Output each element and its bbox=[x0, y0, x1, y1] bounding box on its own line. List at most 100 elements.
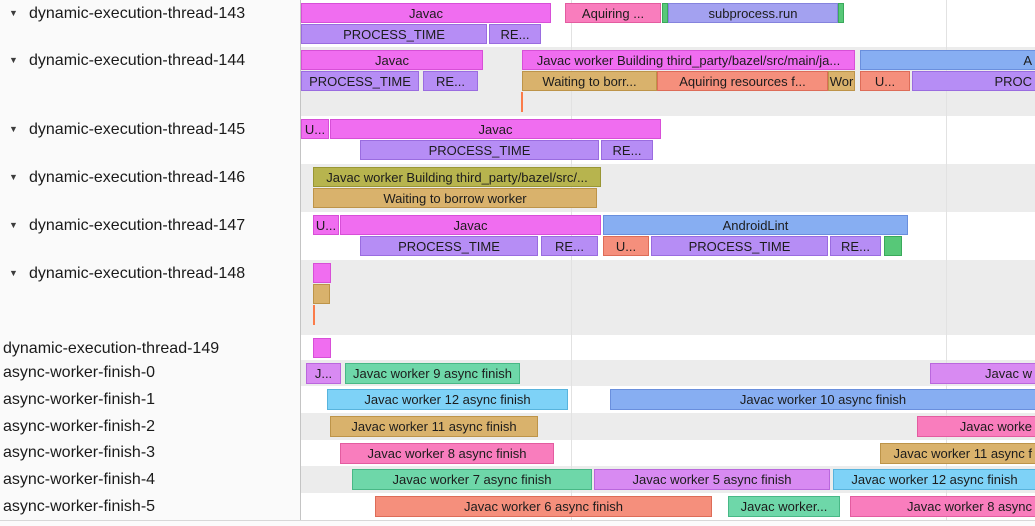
trace-span[interactable]: Javac worker Building third_party/bazel/… bbox=[313, 167, 601, 187]
trace-span[interactable]: U... bbox=[301, 119, 329, 139]
trace-span-label: Javac worker 10 async finish bbox=[739, 392, 907, 407]
trace-span-label: Javac bbox=[478, 121, 513, 137]
trace-span[interactable]: Javac bbox=[330, 119, 661, 139]
horizontal-scrollbar[interactable] bbox=[0, 520, 1035, 526]
sidebar-track-row[interactable]: async-worker-finish-3 bbox=[0, 440, 300, 466]
trace-span-label: RE... bbox=[555, 238, 584, 254]
trace-span[interactable]: RE... bbox=[489, 24, 541, 44]
trace-span[interactable]: U... bbox=[860, 71, 910, 91]
sidebar-track-row[interactable]: ▼ dynamic-execution-thread-145 bbox=[0, 116, 300, 164]
trace-span[interactable]: RE... bbox=[541, 236, 598, 256]
trace-span[interactable] bbox=[838, 3, 844, 23]
track-name-label: async-worker-finish-3 bbox=[3, 444, 156, 461]
trace-span[interactable]: Aquiring ... bbox=[565, 3, 661, 23]
trace-span-label: Javac worker... bbox=[740, 499, 828, 514]
trace-span-label: Javac bbox=[409, 5, 443, 21]
trace-span[interactable]: Javac worke bbox=[917, 416, 1035, 437]
trace-span[interactable]: PROCESS_TIME bbox=[301, 24, 487, 44]
sidebar-track-row[interactable]: async-worker-finish-5 bbox=[0, 493, 300, 520]
trace-span-label: Javac worker 5 async finish bbox=[632, 472, 792, 487]
track-name-label: async-worker-finish-5 bbox=[3, 497, 156, 515]
sidebar-track-row[interactable]: dynamic-execution-thread-149 bbox=[0, 335, 300, 360]
trace-span-label: Javac worker 11 async f bbox=[893, 446, 1032, 461]
sidebar-track-row[interactable]: ▼ dynamic-execution-thread-143 bbox=[0, 0, 300, 47]
trace-span-label: Waiting to borr... bbox=[542, 73, 637, 89]
trace-span[interactable]: Javac worker 8 async finish bbox=[340, 443, 554, 464]
sidebar-track-row[interactable]: async-worker-finish-1 bbox=[0, 386, 300, 413]
collapse-icon[interactable]: ▼ bbox=[9, 172, 18, 182]
trace-span-label: Javac worker 7 async finish bbox=[392, 472, 552, 487]
trace-span[interactable]: Javac worker 7 async finish bbox=[352, 469, 592, 490]
trace-span[interactable]: Javac worker 12 async finish bbox=[833, 469, 1035, 490]
trace-span-label: U... bbox=[874, 73, 896, 89]
sidebar-track-row[interactable]: async-worker-finish-4 bbox=[0, 466, 300, 493]
trace-span[interactable]: J... bbox=[306, 363, 341, 384]
trace-span[interactable]: Javac worker 11 async f bbox=[880, 443, 1035, 464]
trace-span[interactable]: Javac worker Building third_party/bazel/… bbox=[522, 50, 855, 70]
sidebar-track-row[interactable]: ▼ dynamic-execution-thread-146 bbox=[0, 164, 300, 212]
trace-span[interactable]: Waiting to borrow worker bbox=[313, 188, 597, 208]
trace-span[interactable]: Javac bbox=[301, 50, 483, 70]
trace-span[interactable]: Javac worker 9 async finish bbox=[345, 363, 520, 384]
trace-span[interactable]: PROCESS_TIME bbox=[360, 140, 599, 160]
sidebar-track-row[interactable]: ▼ dynamic-execution-thread-148 bbox=[0, 260, 300, 335]
trace-span[interactable]: PROCESS_TIME bbox=[360, 236, 538, 256]
trace-span[interactable] bbox=[313, 263, 331, 283]
trace-span[interactable]: Javac w bbox=[930, 363, 1035, 384]
trace-span[interactable]: Javac worker 5 async finish bbox=[594, 469, 830, 490]
trace-span[interactable]: Javac bbox=[301, 3, 551, 23]
trace-span[interactable]: Waiting to borr... bbox=[522, 71, 657, 91]
trace-span[interactable]: PROCESS_TIME bbox=[651, 236, 828, 256]
trace-span[interactable] bbox=[884, 236, 902, 256]
track-name-label: async-worker-finish-1 bbox=[3, 390, 156, 408]
trace-span-label: Aquiring ... bbox=[581, 5, 645, 21]
trace-span[interactable]: U... bbox=[313, 215, 339, 235]
trace-span[interactable]: RE... bbox=[423, 71, 478, 91]
trace-span[interactable] bbox=[521, 92, 523, 112]
track-name-panel: ▼ dynamic-execution-thread-143 ▼ dynamic-ex… bbox=[0, 0, 301, 520]
trace-span[interactable]: PROC bbox=[912, 71, 1035, 91]
trace-span[interactable] bbox=[313, 338, 331, 358]
trace-span[interactable]: Javac worker 11 async finish bbox=[330, 416, 538, 437]
sidebar-track-row[interactable]: ▼ dynamic-execution-thread-144 bbox=[0, 47, 300, 116]
trace-span[interactable]: PROCESS_TIME bbox=[301, 71, 419, 91]
track-name-label: dynamic-execution-thread-143 bbox=[29, 5, 246, 22]
trace-span[interactable]: Javac worker 6 async finish bbox=[375, 496, 712, 517]
collapse-icon[interactable]: ▼ bbox=[9, 268, 18, 278]
trace-span-label: Javac worker Building third_party/bazel/… bbox=[536, 52, 841, 68]
collapse-icon[interactable]: ▼ bbox=[9, 8, 18, 18]
trace-span-label: RE... bbox=[500, 26, 530, 42]
track-name-label: async-worker-finish-0 bbox=[3, 364, 156, 381]
trace-span[interactable]: U... bbox=[603, 236, 649, 256]
track-name-label: dynamic-execution-thread-148 bbox=[29, 265, 246, 282]
sidebar-track-row[interactable]: async-worker-finish-2 bbox=[0, 413, 300, 440]
trace-span[interactable]: RE... bbox=[601, 140, 653, 160]
trace-span[interactable]: Aquiring resources f... bbox=[657, 71, 828, 91]
trace-span[interactable]: RE... bbox=[830, 236, 881, 256]
trace-span[interactable]: subprocess.run bbox=[668, 3, 838, 23]
track-name-label: dynamic-execution-thread-146 bbox=[29, 169, 246, 186]
trace-span[interactable]: Javac worker 12 async finish bbox=[327, 389, 568, 410]
trace-span[interactable]: Javac worker 8 async bbox=[850, 496, 1035, 517]
trace-span[interactable]: Javac worker 10 async finish bbox=[610, 389, 1035, 410]
track-name-label: dynamic-execution-thread-145 bbox=[29, 121, 246, 138]
collapse-icon[interactable]: ▼ bbox=[9, 124, 18, 134]
trace-span[interactable] bbox=[313, 284, 330, 304]
collapse-icon[interactable]: ▼ bbox=[9, 55, 18, 65]
trace-span-label: AndroidLint bbox=[722, 217, 789, 233]
sidebar-track-row[interactable]: ▼ dynamic-execution-thread-147 bbox=[0, 212, 300, 260]
trace-span[interactable]: A bbox=[860, 50, 1035, 70]
collapse-icon[interactable]: ▼ bbox=[9, 220, 18, 230]
trace-span-label: Javac worker 6 async finish bbox=[464, 499, 623, 514]
trace-span-label: Javac worker 12 async finish bbox=[364, 392, 531, 407]
sidebar-track-row[interactable]: async-worker-finish-0 bbox=[0, 360, 300, 386]
trace-span[interactable] bbox=[662, 3, 668, 23]
trace-span-label: Javac worker 8 async finish bbox=[367, 446, 527, 461]
trace-span[interactable] bbox=[313, 305, 315, 325]
timeline-panel[interactable]: Javac Aquiring ... subprocess.run PROCESS_T… bbox=[301, 0, 1035, 520]
trace-span[interactable]: Javac bbox=[340, 215, 601, 235]
trace-span[interactable]: Wor bbox=[828, 71, 855, 91]
trace-span[interactable]: Javac worker... bbox=[728, 496, 840, 517]
trace-span-label: RE... bbox=[612, 142, 642, 158]
trace-span[interactable]: AndroidLint bbox=[603, 215, 908, 235]
